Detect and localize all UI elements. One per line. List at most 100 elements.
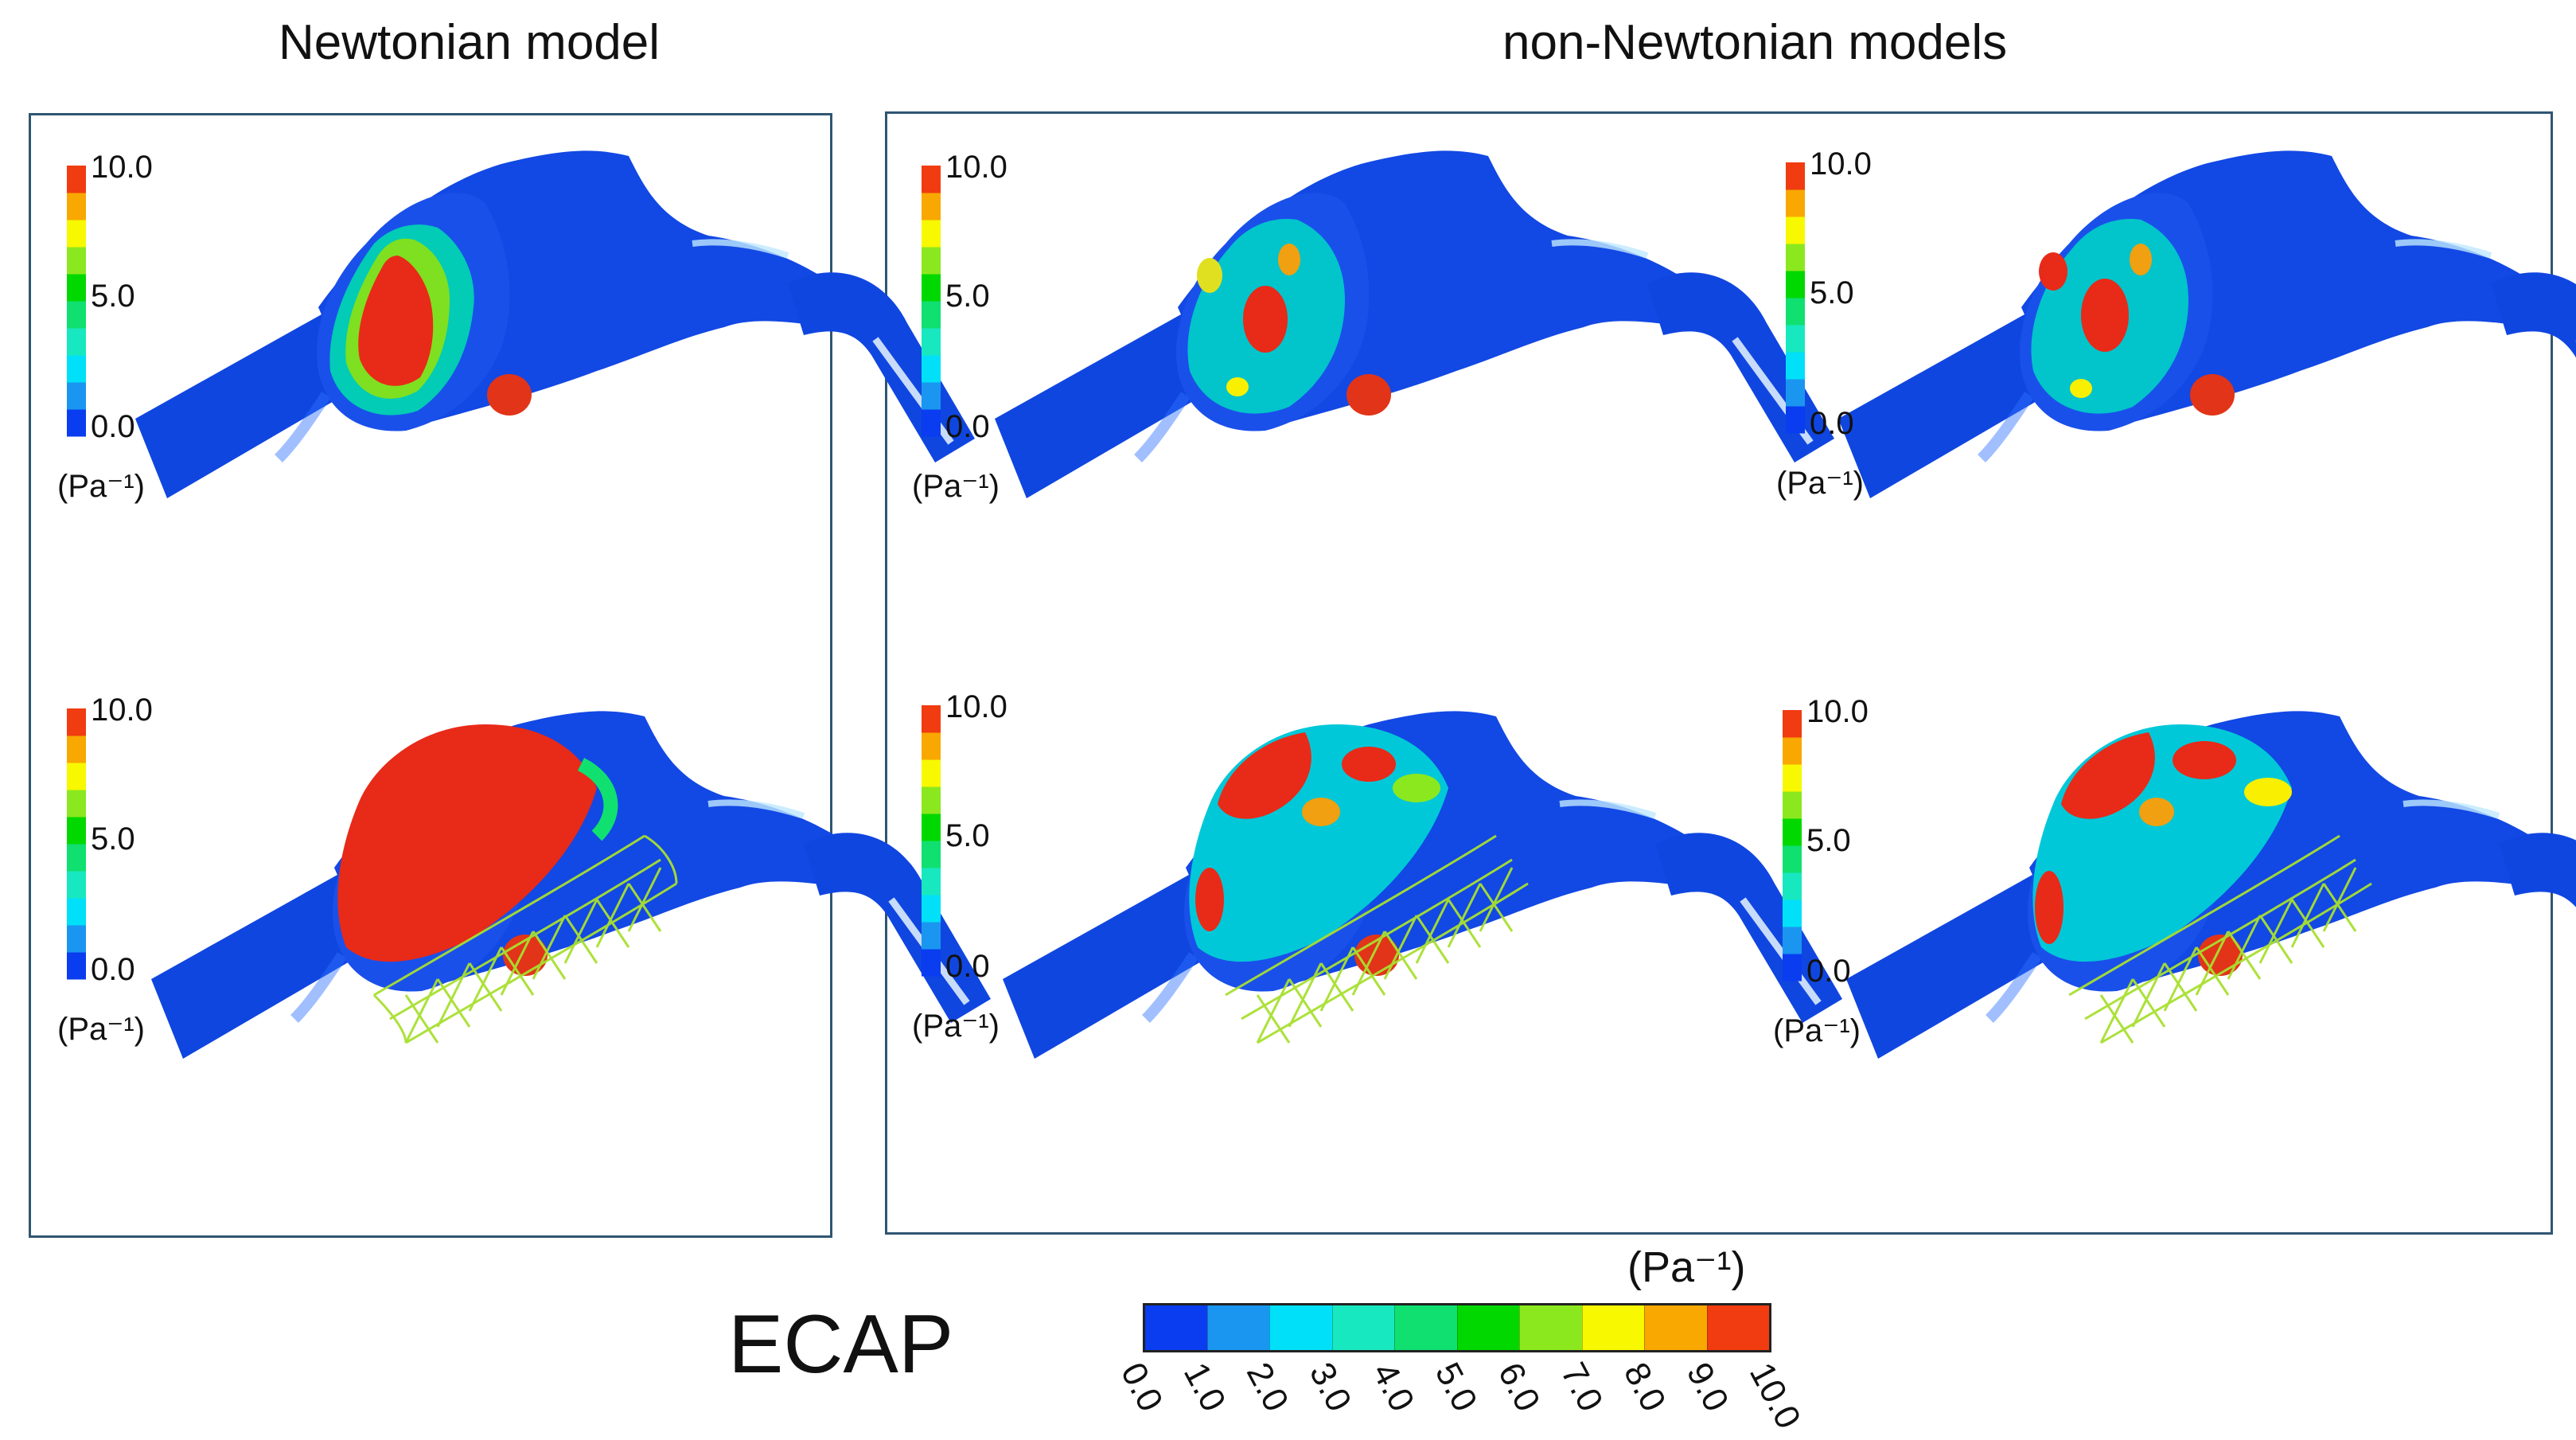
legend-label-max: 10.0 (91, 150, 153, 185)
legend-swatch (1783, 791, 1802, 819)
legend-bar-non-newtonian-2-stented (1783, 710, 1802, 981)
legend-swatch (67, 871, 86, 899)
panel-non-newtonian-1-unstented (995, 150, 1834, 498)
legend-swatch (67, 301, 86, 329)
legend-label-mid: 5.0 (91, 279, 135, 314)
legend-swatch (1783, 954, 1802, 981)
legend-swatch (1783, 845, 1802, 873)
legend-swatch (922, 355, 941, 383)
legend-swatch (67, 736, 86, 763)
legend-bar-non-newtonian-2-unstented (1786, 162, 1805, 434)
legend-swatch (922, 841, 941, 868)
colorbar-swatch (1394, 1305, 1457, 1350)
legend-swatch (1783, 872, 1802, 900)
panel-newtonian-stented (151, 711, 991, 1059)
colorbar-swatch (1644, 1305, 1707, 1350)
legend-label-max: 10.0 (91, 693, 153, 728)
colorbar-swatch (1581, 1305, 1644, 1350)
colorbar-swatch (1206, 1305, 1269, 1350)
legend-bar-non-newtonian-1-stented (922, 705, 941, 977)
legend-swatch (67, 708, 86, 736)
legend-swatch (922, 949, 941, 977)
legend-swatch (67, 355, 86, 383)
legend-swatch (1786, 406, 1805, 434)
colorbar-swatch (1269, 1305, 1332, 1350)
legend-label-min: 0.0 (1806, 954, 1851, 989)
legend-swatch (1783, 900, 1802, 927)
legend-label-max: 10.0 (1806, 694, 1869, 729)
legend-label-max: 10.0 (945, 150, 1007, 185)
legend-swatch (67, 409, 86, 437)
legend-swatch (67, 952, 86, 980)
colorbar-swatch (1145, 1305, 1207, 1350)
legend-swatch (67, 166, 86, 193)
legend-swatch (1786, 217, 1805, 244)
legend-swatch (922, 814, 941, 841)
legend-swatch (922, 328, 941, 356)
legend-swatch (922, 274, 941, 302)
non-newtonian-header: non-Newtonian models (1502, 15, 2008, 70)
legend-label-max: 10.0 (1810, 146, 1872, 181)
legend-swatch (67, 925, 86, 953)
colorbar-swatch (1519, 1305, 1582, 1350)
legend-swatch (67, 763, 86, 790)
legend-bar-non-newtonian-1-unstented (922, 166, 941, 437)
legend-label-max: 10.0 (945, 689, 1007, 724)
legend-swatch (922, 247, 941, 275)
ecap-title: ECAP (728, 1298, 954, 1391)
legend-swatch (922, 922, 941, 950)
legend-swatch (1786, 325, 1805, 353)
panel-non-newtonian-2-stented (1846, 711, 2576, 1059)
panel-legend-bars (67, 162, 1805, 981)
legend-swatch (922, 705, 941, 733)
panel-non-newtonian-1-stented (1003, 711, 1842, 1059)
legend-swatch (922, 732, 941, 760)
legend-swatch (922, 301, 941, 329)
legend-label-unit: (Pa⁻¹) (57, 1012, 145, 1047)
legend-swatch (1783, 927, 1802, 954)
legend-swatch (67, 193, 86, 220)
colorbar (1143, 1303, 1771, 1352)
legend-swatch (67, 844, 86, 872)
legend-label-min: 0.0 (945, 949, 990, 984)
legend-swatch (67, 247, 86, 275)
legend-swatch (922, 193, 941, 220)
legend-swatch (922, 166, 941, 193)
legend-label-min: 0.0 (91, 952, 135, 987)
colorbar-swatch (1456, 1305, 1519, 1350)
legend-swatch (67, 898, 86, 926)
legend-swatch (1786, 189, 1805, 217)
legend-swatch (67, 817, 86, 845)
legend-swatch (922, 868, 941, 896)
legend-label-unit: (Pa⁻¹) (1773, 1013, 1861, 1048)
colorbar-unit: (Pa⁻¹) (1627, 1243, 1746, 1291)
legend-swatch (1783, 818, 1802, 846)
non-newtonian-frame (885, 111, 2553, 1235)
legend-swatch (1783, 764, 1802, 792)
legend-label-mid: 5.0 (945, 279, 990, 314)
legend-swatch (922, 895, 941, 923)
legend-label-mid: 5.0 (91, 821, 135, 857)
newtonian-frame (29, 113, 832, 1238)
legend-bar-newtonian-stented (67, 708, 86, 980)
legend-swatch (1786, 379, 1805, 407)
legend-swatch (67, 790, 86, 818)
panel-newtonian-unstented (135, 150, 975, 498)
legend-swatch (922, 220, 941, 248)
legend-label-unit: (Pa⁻¹) (912, 469, 1000, 504)
legend-swatch (67, 382, 86, 410)
legend-label-min: 0.0 (945, 409, 990, 444)
legend-swatch (1786, 352, 1805, 380)
legend-label-unit: (Pa⁻¹) (912, 1009, 1000, 1044)
colorbar-swatch (1706, 1305, 1769, 1350)
legend-label-mid: 5.0 (1806, 823, 1851, 858)
legend-swatch (1783, 737, 1802, 765)
legend-swatch (922, 786, 941, 814)
legend-label-min: 0.0 (1810, 406, 1854, 441)
legend-label-unit: (Pa⁻¹) (57, 469, 145, 504)
legend-swatch (67, 220, 86, 248)
legend-swatch (67, 274, 86, 302)
newtonian-header: Newtonian model (279, 15, 661, 70)
legend-swatch (922, 382, 941, 410)
